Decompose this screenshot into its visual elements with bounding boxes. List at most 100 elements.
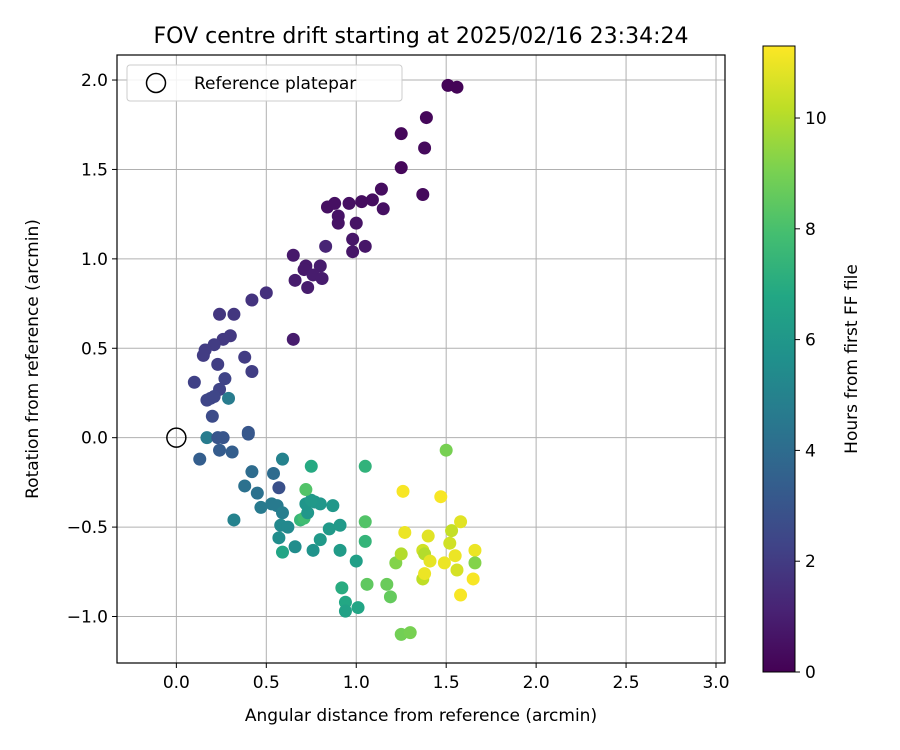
- data-point: [423, 554, 437, 568]
- data-point: [418, 141, 432, 155]
- data-point: [335, 581, 349, 595]
- data-point: [376, 202, 390, 216]
- data-point: [358, 534, 372, 548]
- chart-title: FOV centre drift starting at 2025/02/16 …: [154, 24, 689, 49]
- data-point: [250, 486, 264, 500]
- data-point: [315, 272, 329, 286]
- data-point: [450, 563, 464, 577]
- data-point: [346, 245, 360, 259]
- x-tick-label: 0.5: [253, 673, 280, 693]
- data-point: [342, 196, 356, 210]
- data-point: [286, 248, 300, 262]
- data-point: [227, 513, 241, 527]
- data-point: [394, 127, 408, 141]
- data-point: [286, 332, 300, 346]
- colorbar-ticks: 0 2 4 6 8 10: [795, 109, 827, 683]
- data-point: [200, 431, 214, 445]
- colorbar-label: Hours from first FF file: [842, 264, 862, 454]
- data-point: [304, 459, 318, 473]
- data-point: [205, 409, 219, 423]
- x-axis-ticks: 0.0 0.5 1.0 1.5 2.0 2.5 3.0: [163, 663, 730, 693]
- colorbar-tick-label: 6: [805, 331, 816, 351]
- data-point: [320, 200, 334, 214]
- data-point: [454, 588, 468, 602]
- data-point: [245, 465, 259, 479]
- data-point: [358, 459, 372, 473]
- colorbar-tick-label: 8: [805, 220, 816, 240]
- data-point: [374, 182, 388, 196]
- data-point: [437, 556, 451, 570]
- data-point: [245, 365, 259, 379]
- data-point: [383, 590, 397, 604]
- data-point: [319, 239, 333, 253]
- data-point: [403, 626, 417, 640]
- data-points: [166, 78, 482, 641]
- y-tick-label: 1.5: [81, 160, 108, 180]
- x-tick-label: 0.0: [163, 673, 190, 693]
- data-point: [259, 286, 273, 300]
- legend-label: Reference platepar: [194, 74, 356, 94]
- data-point: [396, 484, 410, 498]
- colorbar-tick-label: 2: [805, 552, 816, 572]
- legend: Reference platepar: [126, 64, 403, 102]
- data-point: [450, 80, 464, 94]
- data-point: [338, 595, 352, 609]
- data-point: [322, 522, 336, 536]
- data-point: [338, 604, 352, 618]
- data-point: [301, 280, 315, 294]
- data-point: [187, 375, 201, 389]
- data-point: [313, 533, 327, 547]
- data-point: [419, 111, 433, 125]
- y-tick-label: 0.0: [81, 429, 108, 449]
- data-point: [238, 350, 252, 364]
- data-point: [360, 577, 374, 591]
- data-point: [358, 239, 372, 253]
- data-point: [333, 518, 347, 532]
- data-point: [358, 515, 372, 529]
- legend-marker: [145, 72, 167, 94]
- data-point: [218, 372, 232, 386]
- data-point: [380, 577, 394, 591]
- data-point: [306, 543, 320, 557]
- x-tick-label: 3.0: [702, 673, 729, 693]
- data-point: [454, 515, 468, 529]
- colorbar-tick-label: 0: [805, 663, 816, 683]
- reference-platepar-marker: [166, 427, 187, 448]
- y-tick-label: 0.5: [81, 339, 108, 359]
- data-point: [346, 232, 360, 246]
- data-point: [445, 524, 459, 538]
- colorbar-tick-label: 10: [805, 109, 827, 129]
- plot-frame: [116, 54, 726, 664]
- data-point: [394, 161, 408, 175]
- data-point: [288, 540, 302, 554]
- data-point: [304, 493, 318, 507]
- data-point: [254, 500, 268, 514]
- x-axis-label: Angular distance from reference (arcmin): [245, 706, 597, 726]
- data-point: [227, 307, 241, 321]
- data-point: [365, 193, 379, 207]
- data-point: [333, 543, 347, 557]
- data-point: [394, 547, 408, 561]
- data-point: [275, 506, 289, 520]
- data-point: [272, 531, 286, 545]
- data-point: [216, 431, 230, 445]
- y-axis-label: Rotation from reference (arcmin): [23, 219, 43, 499]
- data-point: [418, 567, 432, 581]
- data-point: [196, 348, 210, 362]
- data-point: [326, 499, 340, 513]
- data-point: [207, 390, 221, 404]
- colorbar: [762, 45, 796, 673]
- colorbar-tick-label: 4: [805, 441, 816, 461]
- x-tick-label: 2.0: [523, 673, 550, 693]
- x-tick-label: 2.5: [613, 673, 640, 693]
- data-point: [288, 273, 302, 287]
- data-point: [421, 529, 435, 543]
- data-point: [281, 520, 295, 534]
- data-point: [416, 187, 430, 201]
- data-point: [211, 357, 225, 371]
- data-point: [468, 556, 482, 570]
- y-tick-label: −1.0: [67, 608, 108, 628]
- data-point: [213, 443, 227, 457]
- data-point: [241, 427, 255, 441]
